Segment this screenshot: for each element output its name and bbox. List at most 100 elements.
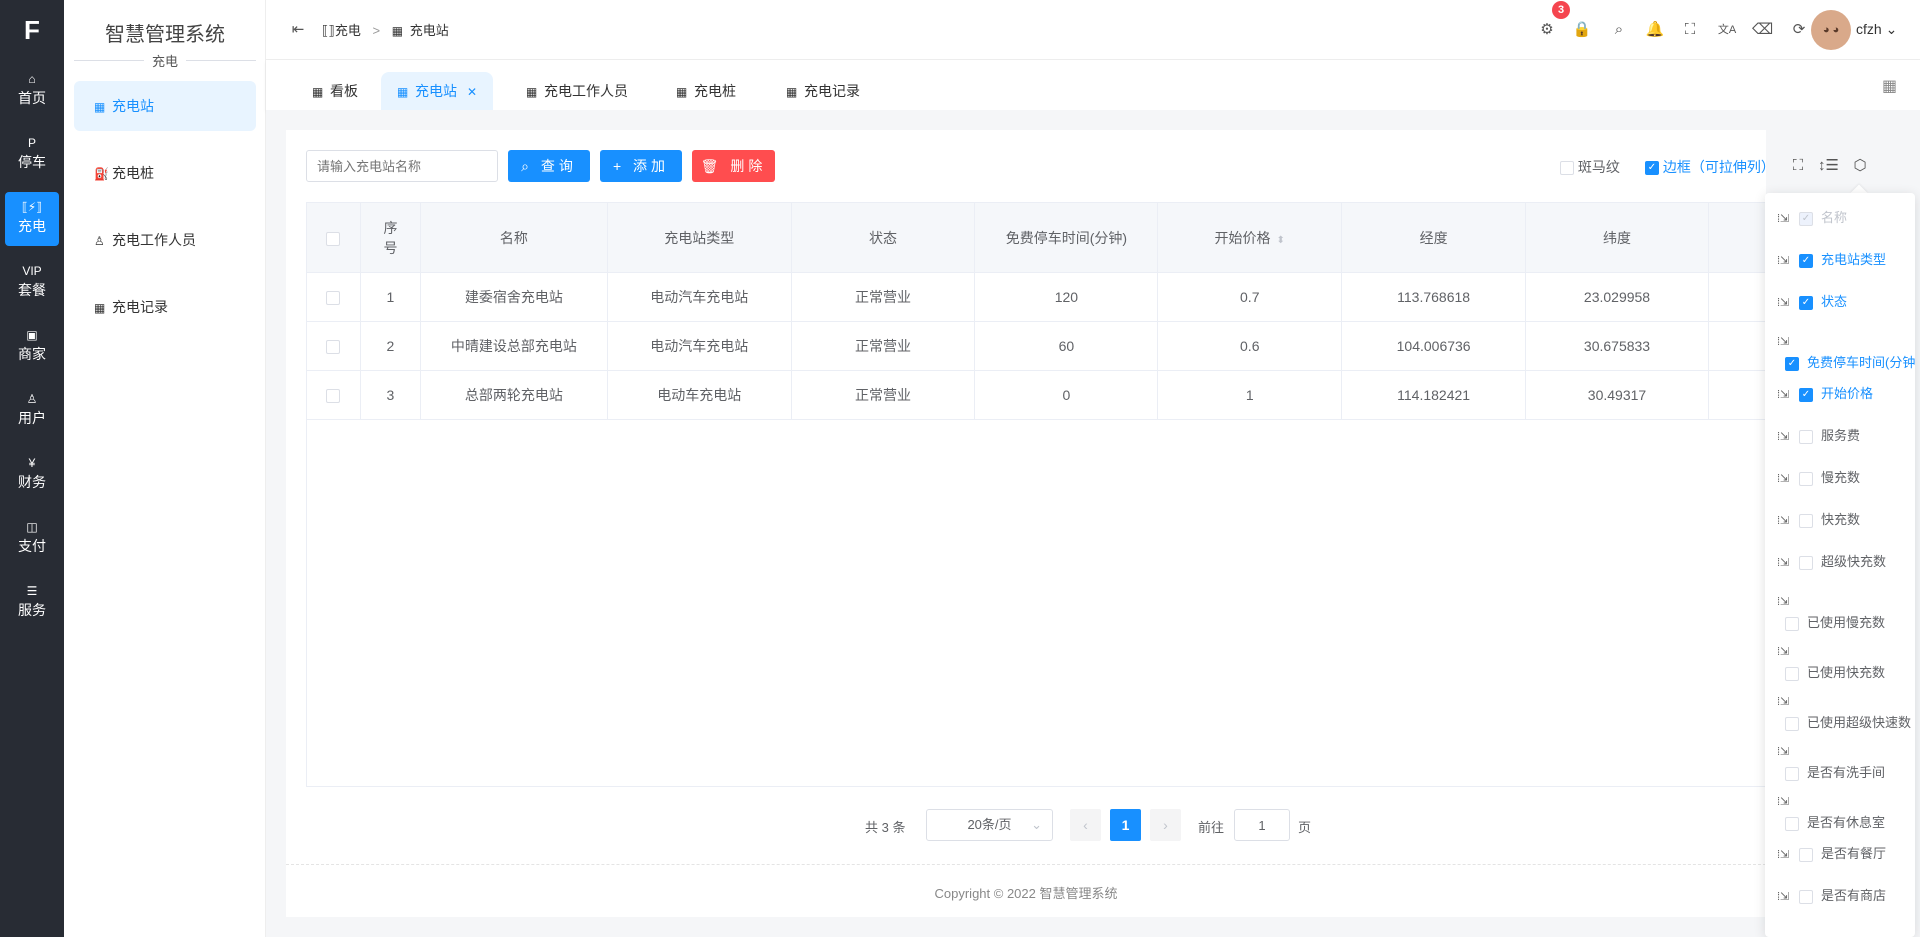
drag-handle-icon[interactable]: ⁞⇲ [1777,596,1790,608]
lock-icon[interactable]: 🔒 [1572,21,1592,38]
column-checkbox[interactable] [1799,847,1813,862]
column-toggle-item[interactable]: ⁞⇲ 是否有休息室 [1777,793,1915,843]
clear-icon[interactable]: ⌫ [1752,21,1774,38]
breadcrumb-item[interactable]: ⟦⟧充电 [322,23,361,38]
drag-handle-icon[interactable]: ⁞⇲ [1777,557,1790,569]
drag-handle-icon[interactable]: ⁞⇲ [1777,431,1790,443]
submenu-item-3[interactable]: ▦ 充电记录 [74,282,256,332]
drag-handle-icon[interactable]: ⁞⇲ [1777,696,1790,708]
checkbox[interactable]: ✓ [1645,161,1659,176]
delete-button[interactable]: 🗑 删除 [692,150,775,182]
column-toggle-item[interactable]: ⁞⇲ 已使用慢充数 [1777,593,1915,643]
tab-2[interactable]: ▦ 充电工作人员 [510,72,644,110]
station-name-search-input[interactable] [306,150,498,182]
column-checkbox[interactable] [1785,766,1799,781]
column-toggle-item[interactable]: ⁞⇲ 是否有餐厅 [1777,843,1915,885]
refresh-icon[interactable]: ⟳ [1792,21,1806,38]
rail-item-6[interactable]: ¥ 财务 [5,448,59,502]
zebra-checkbox[interactable]: 斑马纹 [1560,157,1620,177]
query-button[interactable]: ⌕ 查询 [508,150,590,182]
rail-item-0[interactable]: ⌂ 首页 [5,64,59,118]
column-toggle-item[interactable]: ⁞⇲ 已使用超级快速数 [1777,693,1915,743]
density-icon[interactable]: ↕☰ [1818,157,1839,174]
translate-icon[interactable]: 文A [1717,24,1737,36]
fullscreen-icon[interactable]: ⛶ [1792,157,1804,174]
drag-handle-icon[interactable]: ⁞⇲ [1777,646,1790,658]
column-toggle-item[interactable]: ⁞⇲ 是否有洗手间 [1777,743,1915,793]
column-checkbox[interactable] [1785,616,1799,631]
tabs-menu-icon[interactable]: ▦ [1882,78,1898,95]
drag-handle-icon[interactable]: ⁞⇲ [1777,213,1790,225]
column-checkbox[interactable]: ✓ [1785,356,1799,371]
column-checkbox[interactable]: ✓ [1799,211,1813,226]
column-checkbox[interactable] [1799,513,1813,528]
add-button[interactable]: + 添加 [600,150,682,182]
column-checkbox[interactable] [1799,555,1813,570]
collapse-menu-icon[interactable]: ⇤ [291,21,305,38]
drag-handle-icon[interactable]: ⁞⇲ [1777,796,1790,808]
column-toggle-item[interactable]: ⁞⇲ ✓ 开始价格 [1777,383,1915,425]
drag-handle-icon[interactable]: ⁞⇲ [1777,389,1790,401]
bell-icon[interactable]: 🔔 [1645,21,1665,38]
column-checkbox[interactable]: ✓ [1799,387,1813,402]
column-toggle-item[interactable]: ⁞⇲ ✓ 充电站类型 [1777,249,1915,291]
column-settings-icon[interactable]: ⬡ [1853,157,1867,174]
column-toggle-item[interactable]: ⁞⇲ 超级快充数 [1777,551,1915,593]
row-checkbox[interactable] [326,340,341,355]
drag-handle-icon[interactable]: ⁞⇲ [1777,746,1790,758]
column-toggle-item[interactable]: ⁞⇲ 慢充数 [1777,467,1915,509]
rail-item-7[interactable]: ◫ 支付 [5,512,59,566]
rail-item-4[interactable]: ▣ 商家 [5,320,59,374]
column-checkbox[interactable] [1785,666,1799,681]
row-checkbox[interactable] [326,389,341,404]
column-toggle-item[interactable]: ⁞⇲ ✓ 免费停车时间(分钟) [1777,333,1915,383]
rail-item-8[interactable]: ☰ 服务 [5,576,59,630]
column-toggle-item[interactable]: ⁞⇲ 快充数 [1777,509,1915,551]
rail-item-3[interactable]: VIP 套餐 [5,256,59,310]
drag-handle-icon[interactable]: ⁞⇲ [1777,515,1790,527]
column-toggle-item[interactable]: ⁞⇲ ✓ 状态 [1777,291,1915,333]
border-checkbox[interactable]: ✓ 边框（可拉伸列） [1645,157,1775,177]
column-toggle-item[interactable]: ⁞⇲ 服务费 [1777,425,1915,467]
drag-handle-icon[interactable]: ⁞⇲ [1777,849,1790,861]
column-toggle-item[interactable]: ⁞⇲ 已使用快充数 [1777,643,1915,693]
column-checkbox[interactable] [1799,471,1813,486]
rail-item-1[interactable]: P 停车 [5,128,59,182]
goto-page-input[interactable] [1234,809,1290,841]
column-checkbox[interactable] [1785,716,1799,731]
drag-handle-icon[interactable]: ⁞⇲ [1777,336,1790,348]
search-icon[interactable]: ⌕ [1614,21,1624,38]
fullscreen-icon[interactable]: ⛶ [1684,21,1696,38]
column-toggle-item[interactable]: ⁞⇲ ✓ 名称 [1777,207,1915,249]
tab-3[interactable]: ▦ 充电桩 [660,72,752,110]
drag-handle-icon[interactable]: ⁞⇲ [1777,297,1790,309]
tab-4[interactable]: ▦ 充电记录 [770,72,876,110]
column-toggle-item[interactable]: ⁞⇲ 是否有商店 [1777,885,1915,927]
submenu-item-1[interactable]: ⛽ 充电桩 [74,148,256,198]
next-page-button[interactable]: › [1150,809,1181,841]
column-checkbox[interactable]: ✓ [1799,295,1813,310]
page-1-button[interactable]: 1 [1110,809,1141,841]
column-checkbox[interactable] [1799,889,1813,904]
tab-0[interactable]: ▦ 看板 [296,72,374,110]
avatar[interactable]: ◕ ◕ [1811,10,1851,50]
user-menu[interactable]: cfzh ⌄ [1856,21,1898,37]
row-checkbox[interactable] [326,291,341,306]
submenu-item-0[interactable]: ▦ 充电站 [74,81,256,131]
tab-1[interactable]: ▦ 充电站 ✕ [381,72,494,110]
column-checkbox[interactable] [1799,429,1813,444]
page-size-select[interactable]: 20条/页 ⌄ [926,809,1053,841]
sort-icon[interactable]: ⬍ [1276,234,1285,246]
column-checkbox[interactable] [1785,816,1799,831]
prev-page-button[interactable]: ‹ [1070,809,1101,841]
select-all-checkbox[interactable] [326,231,341,246]
drag-handle-icon[interactable]: ⁞⇲ [1777,473,1790,485]
rail-item-2[interactable]: ⟦⚡⟧ 充电 [5,192,59,246]
rail-item-5[interactable]: ♙ 用户 [5,384,59,438]
column-checkbox[interactable]: ✓ [1799,253,1813,268]
submenu-item-2[interactable]: ♙ 充电工作人员 [74,215,256,265]
drag-handle-icon[interactable]: ⁞⇲ [1777,891,1790,903]
checkbox[interactable] [1560,161,1574,176]
drag-handle-icon[interactable]: ⁞⇲ [1777,255,1790,267]
bug-icon[interactable]: ⚙ [1540,21,1554,38]
